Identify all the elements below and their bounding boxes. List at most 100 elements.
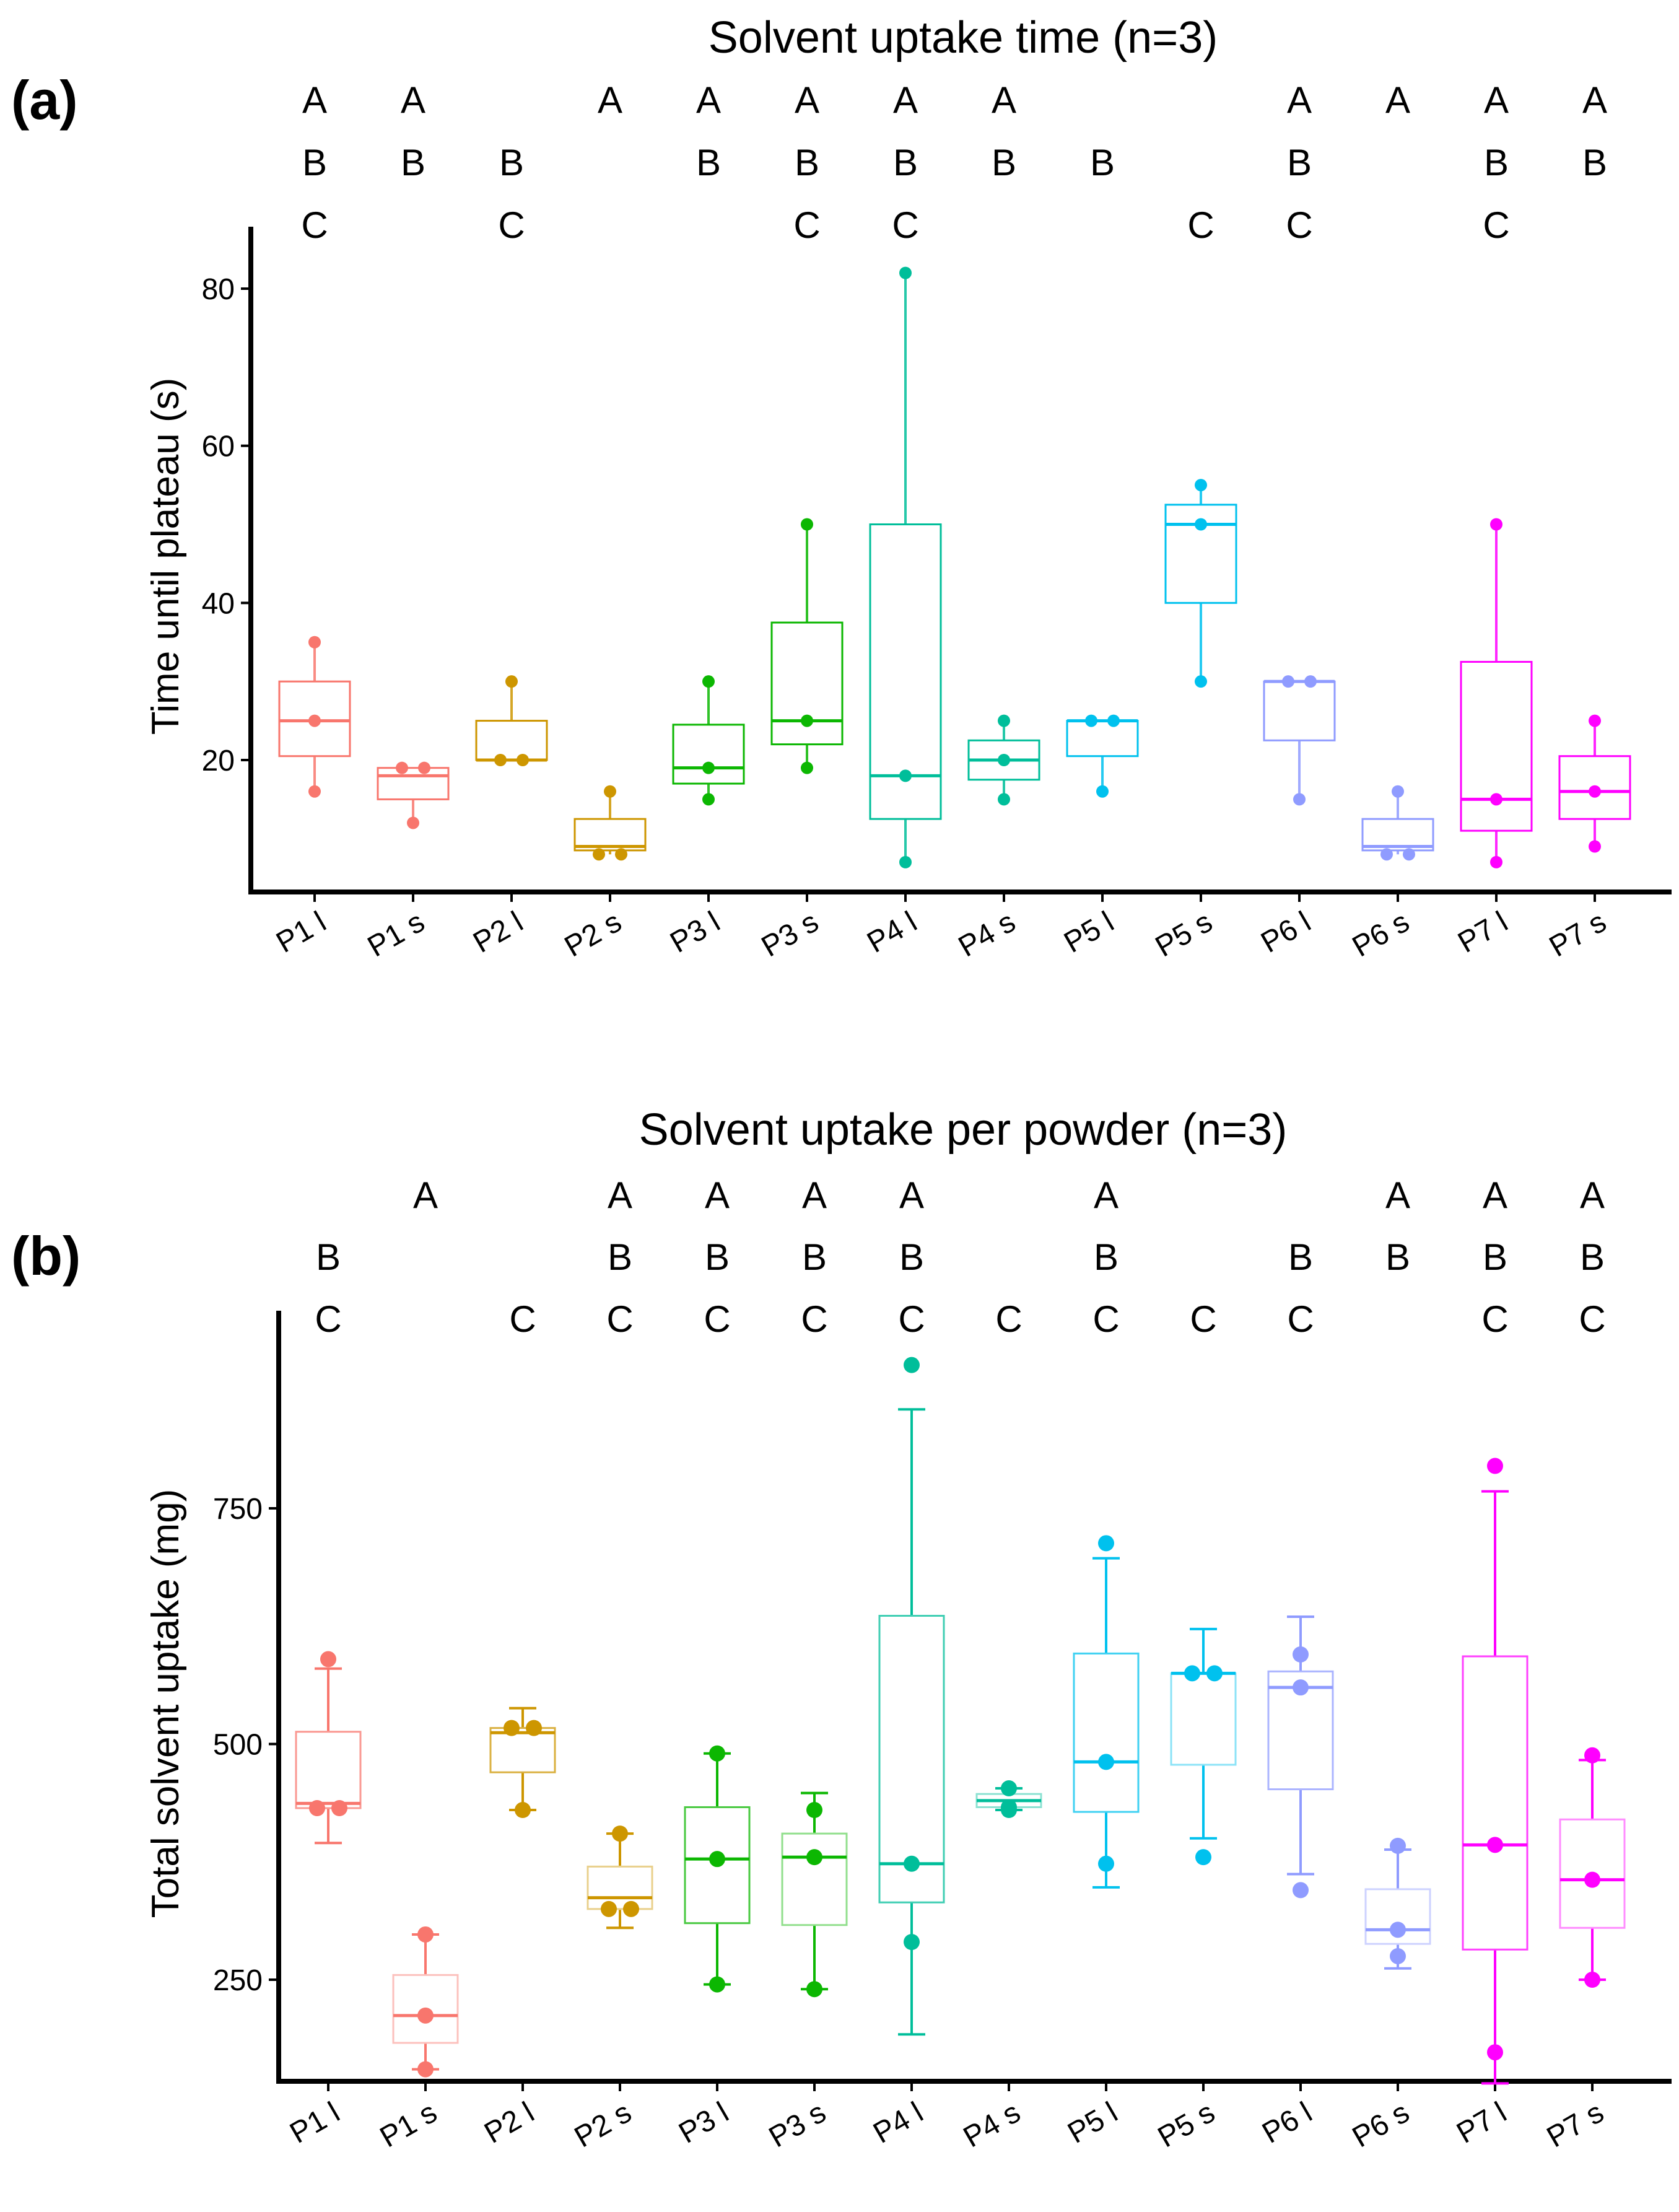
panel-a-data-point	[899, 266, 912, 279]
panel-a-data-point	[1380, 848, 1393, 861]
panel-a-data-point	[1282, 675, 1294, 688]
panel-b-group-letter: B	[1580, 1236, 1605, 1278]
panel-a-ylabel: Time until plateau (s)	[144, 378, 187, 735]
panel-b-x-tick-label: P7 s	[1542, 2096, 1610, 2154]
panel-a-y-tick-label: 60	[202, 431, 235, 463]
panel-a-data-point	[1589, 840, 1601, 853]
panel-b-data-point	[904, 1934, 920, 1951]
panel-b-group-letter: C	[1287, 1298, 1314, 1340]
panel-b-data-point	[417, 1926, 434, 1943]
panel-a-group-letter: C	[498, 204, 525, 246]
panel-b-x-tick-label: P5 l	[1062, 2096, 1123, 2150]
panel-b-data-point	[623, 1900, 639, 1917]
panel-b-title: Solvent uptake per powder (n=3)	[639, 1105, 1288, 1155]
panel-b-data-point	[1206, 1665, 1223, 1682]
panel-b-data-point	[1390, 1921, 1406, 1938]
panel-a-y-tick-label: 40	[202, 587, 235, 620]
panel-b-data-point	[709, 1976, 725, 1993]
panel-a-data-point	[702, 761, 715, 774]
panel-a-group-letter: B	[401, 142, 425, 183]
panel-a-box	[377, 767, 450, 800]
panel-b-data-point	[1390, 1948, 1406, 1964]
panel-b-x-tick-label: P1 s	[375, 2096, 443, 2154]
panel-a-data-point	[1589, 714, 1601, 727]
panel-a-group-letter: B	[992, 142, 1016, 183]
panel-b-group-letter: B	[1094, 1236, 1119, 1278]
panel-b-data-point	[1195, 1849, 1211, 1866]
panel-a-data-point	[308, 636, 321, 649]
panel-a-data-point	[615, 848, 627, 861]
panel-a-y-tick-label: 20	[202, 745, 235, 777]
panel-b-data-point	[417, 2007, 434, 2024]
panel-b-data-point	[320, 1651, 336, 1668]
panel-b-group-letter: C	[898, 1298, 925, 1340]
panel-a-label: (a)	[11, 69, 78, 131]
panel-a-group-letter: A	[795, 79, 819, 121]
panel-b-data-point	[904, 1855, 920, 1872]
panel-a-x-tick-label: P2 l	[468, 906, 528, 960]
panel-a-group-letter: C	[1483, 204, 1509, 246]
panel-b-group-letter: A	[705, 1174, 730, 1216]
panel-b-group-letter: B	[1483, 1236, 1507, 1278]
panel-a-data-point	[1304, 675, 1317, 688]
panel-b-y-tick-label: 500	[213, 1729, 263, 1762]
panel-b-group-letter: B	[802, 1236, 827, 1278]
panel-a-data-point	[308, 714, 321, 727]
panel-a-data-point	[517, 754, 529, 766]
panel-b-data-point	[806, 1981, 822, 1998]
panel-b-x-tick-label: P5 s	[1153, 2096, 1221, 2154]
panel-a-group-letter: B	[1287, 142, 1312, 183]
panel-a-group-letter: B	[795, 142, 819, 183]
panel-a-data-point	[1085, 714, 1097, 727]
panel-b-data-point	[1293, 1646, 1309, 1663]
panel-a-data-point	[899, 769, 912, 782]
panel-b-x-tick-label: P2 l	[479, 2096, 539, 2150]
panel-a-data-point	[998, 714, 1010, 727]
panel-a-data-point	[407, 816, 419, 829]
panel-a-data-point	[494, 754, 507, 766]
panel-b-group-letter: A	[413, 1174, 438, 1216]
panel-a-group-letter: C	[1286, 204, 1312, 246]
panel-a-data-point	[998, 793, 1010, 806]
panel-b-data-point	[1293, 1882, 1309, 1899]
panel-a-box	[1164, 504, 1237, 604]
panel-b-group-letter: A	[1483, 1174, 1507, 1216]
panel-b-data-point	[612, 1825, 628, 1842]
panel-a-group-letter: B	[696, 142, 721, 183]
panel-b-x-tick-label: P3 s	[764, 2096, 832, 2154]
panel-a-data-point	[418, 761, 430, 774]
panel-b-data-point	[1584, 1747, 1600, 1764]
panel-a-group-letter: A	[401, 79, 425, 121]
panel-b-group-letter: B	[705, 1236, 730, 1278]
panel-a-x-tick-label: P6 l	[1255, 906, 1316, 960]
panel-b-data-point	[1584, 1972, 1600, 1988]
panel-a-box	[475, 720, 548, 761]
panel-a-x-tick-label: P5 s	[1150, 906, 1218, 964]
panel-b-group-letter: A	[1385, 1174, 1410, 1216]
panel-a-x-tick-label: P3 l	[665, 906, 725, 960]
panel-b-data-point	[806, 1802, 822, 1819]
panel-b-data-point	[1098, 1855, 1114, 1872]
panel-b-group-letter: C	[1190, 1298, 1216, 1340]
panel-b-x-tick-label: P6 s	[1347, 2096, 1415, 2154]
panel-a-group-letter: A	[1582, 79, 1607, 121]
panel-a-group-letter: C	[1187, 204, 1214, 246]
panel-a-data-point	[1490, 793, 1502, 806]
panel-b-data-point	[806, 1849, 822, 1866]
panel-a-data-point	[702, 793, 715, 806]
panel-b-box	[1073, 1652, 1140, 1813]
panel-a-group-letter: A	[1484, 79, 1509, 121]
panel-b-data-point	[1487, 2044, 1503, 2061]
panel-a-box	[1263, 680, 1336, 741]
panel-a-data-point	[1195, 675, 1207, 688]
panel-a-data-point	[1490, 518, 1502, 531]
panel-a-data-point	[998, 754, 1010, 766]
panel-a-group-letter: B	[302, 142, 327, 183]
panel-b-box	[1559, 1818, 1626, 1929]
panel-b-group-letter: C	[995, 1298, 1022, 1340]
panel-b-group-letter: A	[1580, 1174, 1605, 1216]
panel-b-data-point	[331, 1799, 347, 1816]
panel-b-data-point	[1098, 1754, 1114, 1770]
